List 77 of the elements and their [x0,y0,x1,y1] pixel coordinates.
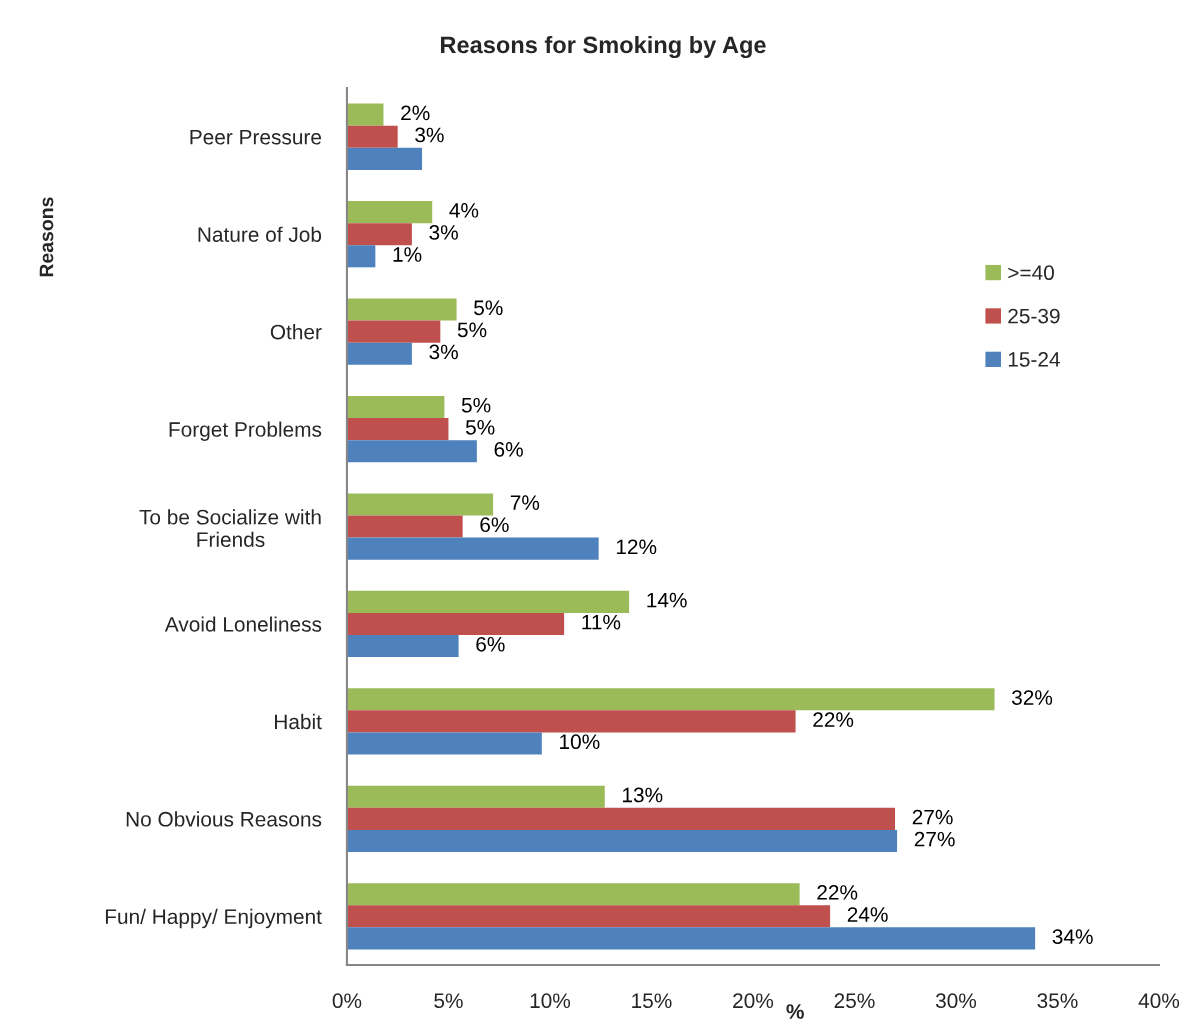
legend-label: 15-24 [1008,352,1060,367]
data-label: 32% [1011,690,1053,705]
data-label: 5% [457,322,487,338]
y-tick-label: No Obvious Reasons [126,811,322,827]
y-tick-label: Habit [275,713,322,730]
data-label: 11% [582,614,621,630]
data-label: 6% [480,517,509,533]
chart-title: Reasons for Smoking by Age [441,35,766,59]
bar [346,223,412,246]
x-axis-title: % [786,1004,804,1019]
data-label: 3% [429,344,458,360]
bar [346,710,796,733]
bar [346,103,384,126]
bar [346,688,995,711]
bar [346,395,445,419]
y-tick-label: Nature of Job [198,226,322,242]
bar [346,537,599,560]
data-label: 24% [847,907,888,922]
bar [346,807,896,830]
data-label: 34% [1052,929,1093,944]
y-tick-label: Fun/ Happy/ Enjoyment [105,908,322,929]
data-label: 27% [912,809,953,825]
y-axis-title: Reasons [39,197,54,277]
legend-label: >=40 [1008,265,1054,281]
bar [346,883,800,906]
x-tick-label: 25% [834,993,875,1009]
bar [346,320,441,343]
data-label: 5% [474,300,503,316]
data-label: 22% [813,712,854,727]
bar [346,635,459,658]
data-label: 6% [494,442,523,457]
data-label: 13% [623,787,663,803]
bar [346,927,1036,950]
bar [346,905,831,928]
y-tick-label: Other [270,324,322,340]
data-label: 5% [461,397,491,413]
x-tick-label: 5% [434,993,463,1009]
bar [346,201,433,224]
data-label: 27% [914,831,955,847]
bar [346,298,457,321]
y-tick-label: Forget Problems [169,421,322,441]
data-label: 2% [401,105,430,121]
bar [346,245,376,268]
data-label: 10% [560,734,600,750]
bar [346,418,449,441]
data-label: 22% [817,885,858,900]
data-label: 3% [429,225,458,240]
x-tick-label: 30% [935,993,977,1009]
y-tick-label: Avoid Loneliness [164,616,322,632]
data-label: 3% [415,127,444,143]
bar [346,440,477,463]
data-label: 12% [616,539,657,555]
bar [346,342,412,365]
y-tick-label: To be Socialize with Friends [139,509,321,548]
x-tick-label: 20% [733,993,774,1009]
data-label: 14% [647,592,687,608]
x-tick-label: 35% [1037,993,1078,1009]
bar [346,829,898,852]
bar [346,125,398,148]
data-label: 7% [510,495,540,510]
y-tick-label: Peer Pressure [190,129,322,145]
bar [346,515,463,538]
x-tick-label: 0% [332,993,362,1009]
bar [346,493,494,516]
x-tick-label: 15% [632,993,672,1009]
data-label: 4% [449,203,479,218]
x-tick-label: 10% [530,993,571,1009]
data-label: 6% [476,636,505,652]
bar [346,147,423,170]
bar [346,785,605,808]
bar [346,612,565,636]
bar [346,732,542,755]
legend-label: 25-39 [1008,308,1060,324]
bar [346,590,630,613]
x-tick-label: 40% [1138,993,1180,1009]
data-label: 1% [393,247,422,262]
data-label: 5% [465,420,495,435]
